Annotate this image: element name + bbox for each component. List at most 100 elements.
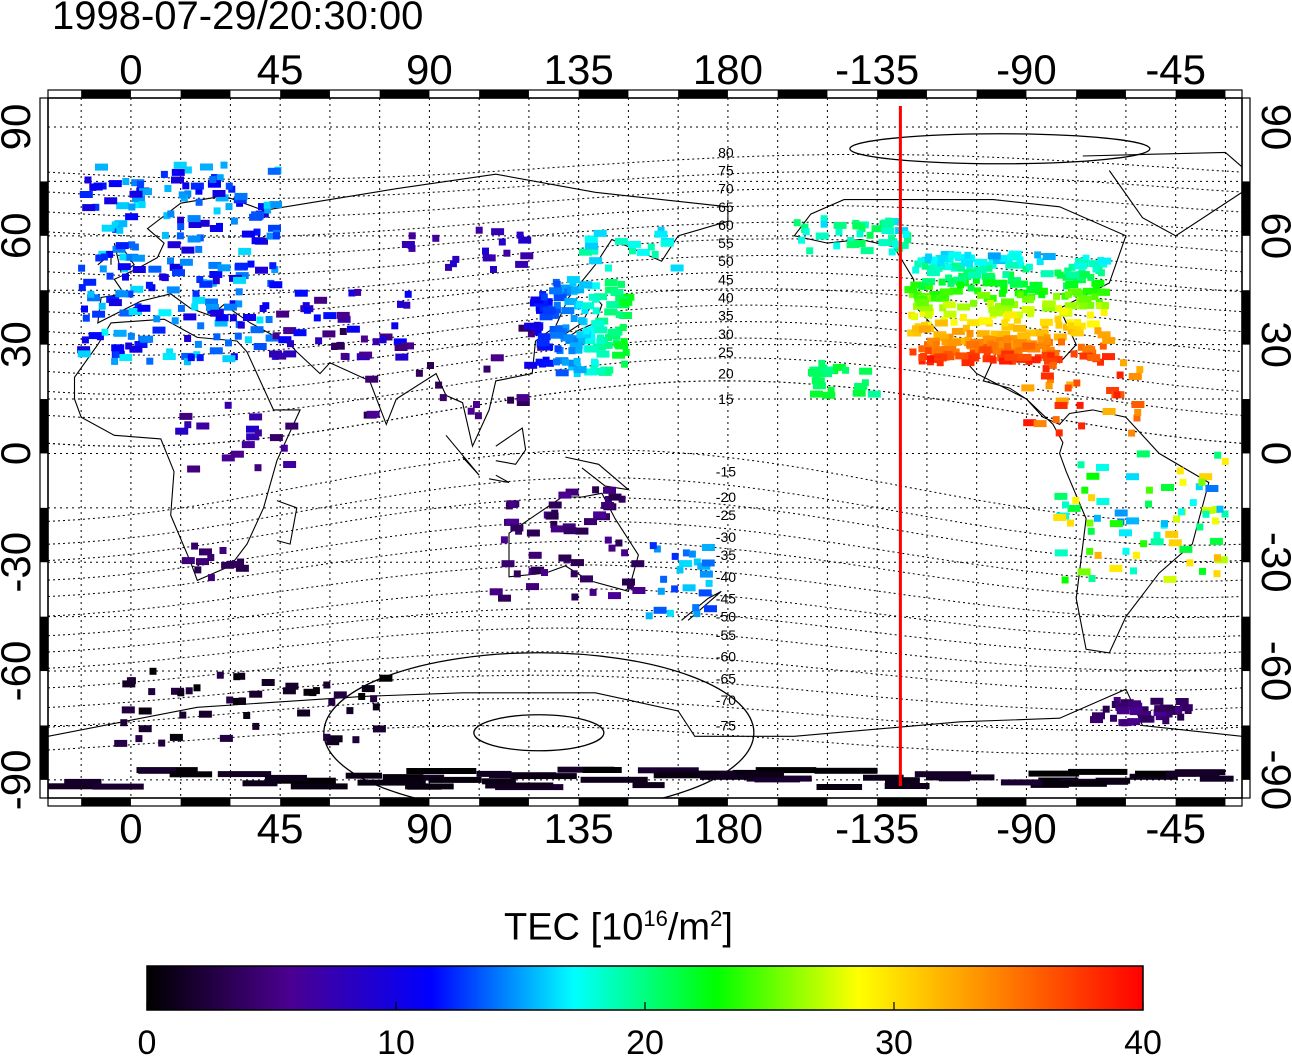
tec-cell <box>912 266 920 274</box>
tec-cell <box>1065 281 1079 288</box>
tec-cell <box>1093 514 1101 522</box>
tec-cell <box>119 253 127 261</box>
tec-cell <box>1128 373 1142 380</box>
coastline <box>276 500 298 545</box>
tec-cell <box>179 258 193 266</box>
tec-cell <box>1140 540 1148 548</box>
tec-cell <box>626 582 634 590</box>
tec-cell <box>106 272 114 280</box>
south-pole-contour <box>473 714 605 752</box>
tec-cell <box>1001 319 1009 327</box>
tec-cell <box>918 282 926 290</box>
tec-cell <box>79 191 93 198</box>
tec-cell <box>569 346 583 354</box>
tec-cell <box>213 207 221 215</box>
tec-cell <box>1133 414 1141 422</box>
tec-cell <box>1081 301 1095 309</box>
tec-cell <box>518 236 532 244</box>
tec-cell <box>243 712 251 719</box>
tec-cell <box>553 294 567 302</box>
tec-cell <box>939 304 947 312</box>
bottom-tick-band <box>47 797 1243 807</box>
tec-cell <box>562 523 576 531</box>
tec-cell <box>196 558 209 566</box>
tec-cell <box>995 303 1009 310</box>
tec-cell <box>1098 257 1112 265</box>
right-tick-segment <box>1242 725 1250 780</box>
tec-cell <box>820 215 828 223</box>
tec-cell <box>859 367 873 375</box>
tec-cell <box>593 511 607 519</box>
tec-cell <box>1009 349 1023 357</box>
tec-cell <box>208 180 221 188</box>
tec-cell <box>609 328 623 336</box>
tec-cell <box>822 391 836 399</box>
bottom-tick-segment <box>180 798 231 806</box>
tec-cell <box>1095 777 1131 784</box>
tec-cell <box>128 203 136 211</box>
tec-cell <box>552 311 560 319</box>
tec-cell <box>113 329 127 337</box>
tec-cell <box>531 566 545 574</box>
tec-cell <box>614 237 628 245</box>
tec-cell <box>911 325 919 333</box>
tec-cell <box>206 304 219 311</box>
tec-cell <box>158 309 172 317</box>
tec-cell <box>809 369 822 377</box>
tec-cell <box>160 170 168 178</box>
tec-cell <box>176 232 184 240</box>
tec-cell <box>507 396 515 404</box>
tec-cell <box>516 399 530 406</box>
tec-cell <box>190 182 204 190</box>
tec-cell <box>87 290 95 298</box>
tec-cell <box>1131 401 1145 408</box>
tec-cell <box>1214 554 1221 562</box>
tec-cell <box>698 589 712 597</box>
tec-cell <box>263 201 271 209</box>
tec-cell <box>183 313 197 321</box>
tec-cell <box>337 315 351 323</box>
tec-cell <box>573 370 581 377</box>
tec-cell <box>520 252 534 260</box>
colorbar: 0 10 20 30 40 <box>138 965 1162 1057</box>
tec-cell <box>954 254 968 262</box>
tec-cell <box>553 301 561 309</box>
tec-cell <box>125 253 139 261</box>
tec-cell <box>1044 780 1107 787</box>
tec-cell <box>929 264 943 272</box>
tec-cell <box>358 693 366 700</box>
tec-cell <box>1138 711 1152 718</box>
contour-label: -30 <box>716 529 736 545</box>
tec-cell <box>992 347 1006 355</box>
tec-cell <box>134 341 148 348</box>
tec-cell <box>372 338 380 346</box>
tec-cell <box>132 266 146 273</box>
tec-cell <box>961 259 968 267</box>
contour-label: 70 <box>718 181 734 197</box>
tec-cell <box>83 278 97 286</box>
tec-cell <box>1045 381 1053 389</box>
tec-cell <box>196 276 204 283</box>
tec-cell <box>989 356 997 364</box>
bottom-tick-segment <box>1076 798 1126 806</box>
tec-cell <box>116 226 124 234</box>
tec-cell <box>1005 261 1019 269</box>
tec-cell <box>181 246 195 254</box>
tec-cell <box>221 561 235 569</box>
tec-cell <box>962 324 970 332</box>
tec-cell <box>1199 775 1234 782</box>
tec-cell <box>303 306 311 314</box>
tec-cell <box>688 550 696 558</box>
tec-cell <box>1179 545 1193 553</box>
tec-cell <box>1023 419 1037 427</box>
tec-cell <box>1127 718 1141 726</box>
tec-cell <box>1001 298 1014 306</box>
tec-cell <box>581 302 595 310</box>
tec-cell <box>187 354 195 362</box>
map-title: 1998-07-29/20:30:00 <box>52 0 424 38</box>
tec-cell <box>138 767 177 774</box>
bottom-lon-tick-label: 180 <box>693 805 763 852</box>
tec-cell <box>287 340 294 348</box>
tec-cell <box>500 536 508 544</box>
tec-cell <box>235 288 243 296</box>
